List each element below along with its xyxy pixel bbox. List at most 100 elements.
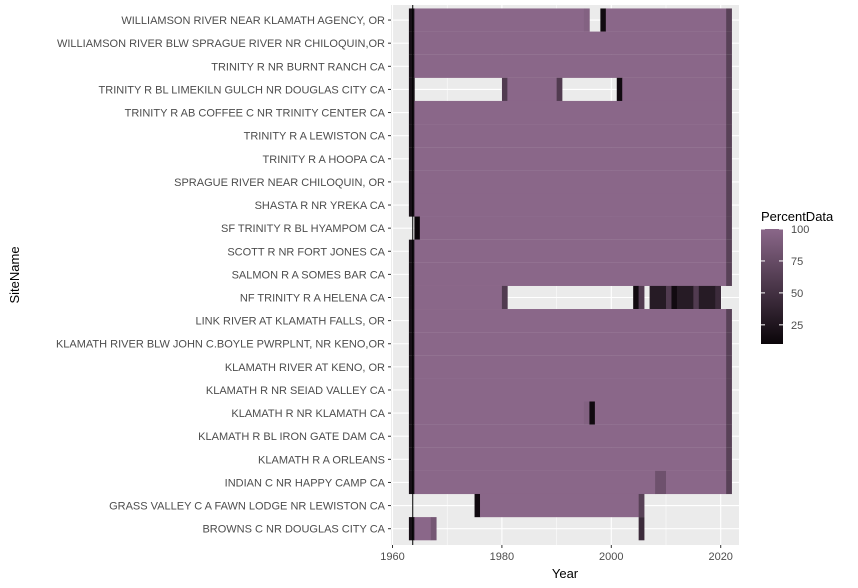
- tile-nf-trinity-r-a-helena-ca-2015: [693, 285, 700, 310]
- tile-klamath-r-a-orleans-1963: [408, 447, 415, 471]
- tile-trinity-r-ab-coffee-c-nr-trinity-center-ca-2021: [726, 100, 732, 125]
- tile-scott-r-nr-fort-jones-ca-2021: [726, 239, 732, 263]
- y-tick-label-klamath-river-blw-john-c-boyle-pwrplnt-nr-keno-or: KLAMATH RIVER BLW JOHN C.BOYLE PWRPLNT, …: [56, 339, 385, 351]
- y-axis-title: SiteName: [7, 246, 22, 303]
- tile-trinity-r-nr-burnt-ranch-ca-2021: [726, 54, 732, 78]
- heatmap-tiles: [408, 8, 732, 541]
- tile-trinity-r-bl-limekiln-gulch-nr-douglas-city-ca-1981: [507, 77, 557, 102]
- legend-label-100: 100: [791, 224, 809, 236]
- tile-klamath-r-nr-klamath-ca-1995: [583, 401, 590, 425]
- tile-nf-trinity-r-a-helena-ca-2011: [671, 285, 678, 310]
- tile-trinity-r-a-hoopa-ca-2021: [726, 147, 732, 171]
- tile-nf-trinity-r-a-helena-ca-2012: [676, 285, 694, 310]
- y-tick-label-grass-valley-c-a-fawn-lodge-nr-lewiston-ca: GRASS VALLEY C A FAWN LODGE NR LEWISTON …: [109, 501, 386, 513]
- tile-klamath-river-blw-john-c-boyle-pwrplnt-nr-keno-or-1963: [408, 332, 415, 356]
- tile-williamson-river-near-klamath-agency-or-2021: [726, 8, 732, 32]
- y-tick-label-salmon-r-a-somes-bar-ca: SALMON R A SOMES BAR CA: [232, 269, 386, 281]
- tile-trinity-r-a-lewiston-ca-1963: [408, 124, 415, 148]
- y-tick-label-browns-c-nr-douglas-city-ca: BROWNS C NR DOUGLAS CITY CA: [202, 524, 385, 536]
- tile-sf-trinity-r-bl-hyampom-ca-2021: [726, 216, 732, 240]
- tile-williamson-river-near-klamath-agency-or-1964: [414, 8, 585, 32]
- x-tick-label-2000: 2000: [599, 551, 623, 563]
- x-tick-label-1960: 1960: [380, 551, 404, 563]
- tile-sprague-river-near-chiloquin-or-1964: [414, 170, 727, 194]
- tile-williamson-river-blw-sprague-river-nr-chiloquin-or-1964: [414, 31, 727, 55]
- tile-browns-c-nr-douglas-city-ca-1964: [414, 517, 432, 541]
- tile-link-river-at-klamath-falls-or-1964: [414, 309, 727, 333]
- y-tick-label-klamath-r-bl-iron-gate-dam-ca: KLAMATH R BL IRON GATE DAM CA: [198, 431, 385, 443]
- tile-trinity-r-bl-limekiln-gulch-nr-douglas-city-ca-1980: [501, 77, 508, 102]
- x-axis: 1960 1980 2000 2020: [380, 545, 733, 563]
- tile-browns-c-nr-douglas-city-ca-2005: [638, 517, 645, 541]
- tile-sf-trinity-r-bl-hyampom-ca-1965: [419, 216, 727, 240]
- tile-williamson-river-near-klamath-agency-or-1963: [408, 8, 415, 32]
- tile-link-river-at-klamath-falls-or-1963: [408, 309, 415, 333]
- tile-trinity-r-bl-limekiln-gulch-nr-douglas-city-ca-2021: [726, 77, 732, 102]
- tile-sprague-river-near-chiloquin-or-1963: [408, 170, 415, 194]
- tile-nf-trinity-r-a-helena-ca-1963: [408, 285, 415, 310]
- tile-shasta-r-nr-yreka-ca-2021: [726, 193, 732, 217]
- tile-williamson-river-near-klamath-agency-or-1995: [583, 8, 590, 32]
- tile-nf-trinity-r-a-helena-ca-1964: [414, 285, 503, 310]
- legend-ticks: 100 75 50 25: [761, 224, 809, 332]
- tile-klamath-r-bl-iron-gate-dam-ca-2021: [726, 424, 732, 448]
- tile-trinity-r-a-hoopa-ca-1964: [414, 147, 727, 171]
- y-tick-label-sf-trinity-r-bl-hyampom-ca: SF TRINITY R BL HYAMPOM CA: [221, 223, 386, 235]
- tile-williamson-river-blw-sprague-river-nr-chiloquin-or-2021: [726, 31, 732, 55]
- tile-trinity-r-nr-burnt-ranch-ca-1963: [408, 54, 415, 78]
- tile-nf-trinity-r-a-helena-ca-2019: [715, 285, 721, 310]
- tile-indian-c-nr-happy-camp-ca-1963: [408, 470, 415, 495]
- y-tick-label-klamath-r-nr-seiad-valley-ca: KLAMATH R NR SEIAD VALLEY CA: [206, 385, 386, 397]
- tile-trinity-r-bl-limekiln-gulch-nr-douglas-city-ca-2001: [616, 77, 623, 102]
- tile-trinity-r-ab-coffee-c-nr-trinity-center-ca-1963: [408, 100, 415, 125]
- y-tick-label-trinity-r-ab-coffee-c-nr-trinity-center-ca: TRINITY R AB COFFEE C NR TRINITY CENTER …: [125, 108, 386, 120]
- tile-scott-r-nr-fort-jones-ca-1963: [408, 239, 415, 263]
- tile-link-river-at-klamath-falls-or-2021: [726, 309, 732, 333]
- tile-klamath-r-a-orleans-2021: [726, 447, 732, 471]
- tile-trinity-r-a-lewiston-ca-2021: [726, 124, 732, 148]
- y-tick-label-trinity-r-a-lewiston-ca: TRINITY R A LEWISTON CA: [244, 131, 386, 143]
- y-tick-label-link-river-at-klamath-falls-or: LINK RIVER AT KLAMATH FALLS, OR: [195, 316, 385, 328]
- tile-trinity-r-a-lewiston-ca-1964: [414, 124, 727, 148]
- tile-nf-trinity-r-a-helena-ca-2005: [638, 285, 645, 310]
- y-tick-label-trinity-r-bl-limekiln-gulch-nr-douglas-city-ca: TRINITY R BL LIMEKILN GULCH NR DOUGLAS C…: [99, 84, 386, 96]
- x-tick-label-1980: 1980: [490, 551, 514, 563]
- y-tick-label-indian-c-nr-happy-camp-ca: INDIAN C NR HAPPY CAMP CA: [225, 477, 386, 489]
- tile-trinity-r-a-hoopa-ca-1963: [408, 147, 415, 171]
- tile-klamath-r-nr-klamath-ca-2021: [726, 401, 732, 425]
- tile-klamath-river-at-keno-or-1963: [408, 355, 415, 379]
- tile-salmon-r-a-somes-bar-ca-1964: [414, 262, 727, 286]
- tile-klamath-r-nr-seiad-valley-ca-2021: [726, 378, 732, 402]
- x-axis-title: Year: [552, 566, 579, 581]
- tile-scott-r-nr-fort-jones-ca-1964: [414, 239, 727, 263]
- tile-nf-trinity-r-a-helena-ca-2004: [633, 285, 639, 310]
- legend-title: PercentData: [761, 209, 834, 224]
- tile-williamson-river-near-klamath-agency-or-1998: [600, 8, 607, 32]
- y-tick-label-trinity-r-a-hoopa-ca: TRINITY R A HOOPA CA: [263, 154, 386, 166]
- tile-trinity-r-bl-limekiln-gulch-nr-douglas-city-ca-2002: [622, 77, 727, 102]
- tile-salmon-r-a-somes-bar-ca-2021: [726, 262, 732, 286]
- x-tick-label-2020: 2020: [708, 551, 732, 563]
- tile-sf-trinity-r-bl-hyampom-ca-1964: [414, 216, 421, 240]
- y-axis: WILLIAMSON RIVER NEAR KLAMATH AGENCY, OR…: [56, 15, 391, 536]
- tile-klamath-r-nr-klamath-ca-1997: [594, 401, 727, 425]
- tile-klamath-river-at-keno-or-2021: [726, 355, 732, 379]
- y-tick-label-williamson-river-blw-sprague-river-nr-chiloquin-or: WILLIAMSON RIVER BLW SPRAGUE RIVER NR CH…: [57, 38, 385, 50]
- tile-nf-trinity-r-a-helena-ca-1980: [501, 285, 508, 310]
- y-tick-label-klamath-r-nr-klamath-ca: KLAMATH R NR KLAMATH CA: [231, 408, 385, 420]
- y-tick-label-sprague-river-near-chiloquin-or: SPRAGUE RIVER NEAR CHILOQUIN, OR: [174, 177, 385, 189]
- tile-browns-c-nr-douglas-city-ca-1967: [430, 517, 437, 541]
- tile-williamson-river-blw-sprague-river-nr-chiloquin-or-1963: [408, 31, 415, 55]
- y-tick-label-trinity-r-nr-burnt-ranch-ca: TRINITY R NR BURNT RANCH CA: [211, 61, 385, 73]
- tile-klamath-r-nr-klamath-ca-1996: [589, 401, 596, 425]
- tile-klamath-r-bl-iron-gate-dam-ca-1964: [414, 424, 727, 448]
- tile-indian-c-nr-happy-camp-ca-2010: [666, 470, 727, 495]
- tile-salmon-r-a-somes-bar-ca-1963: [408, 262, 415, 286]
- tile-klamath-river-at-keno-or-1964: [414, 355, 727, 379]
- tile-klamath-r-bl-iron-gate-dam-ca-1963: [408, 424, 415, 448]
- tile-trinity-r-bl-limekiln-gulch-nr-douglas-city-ca-1963: [408, 77, 415, 102]
- legend-label-25: 25: [791, 320, 803, 332]
- tile-grass-valley-c-a-fawn-lodge-nr-lewiston-ca-1976: [480, 493, 639, 518]
- tile-trinity-r-ab-coffee-c-nr-trinity-center-ca-1964: [414, 100, 727, 125]
